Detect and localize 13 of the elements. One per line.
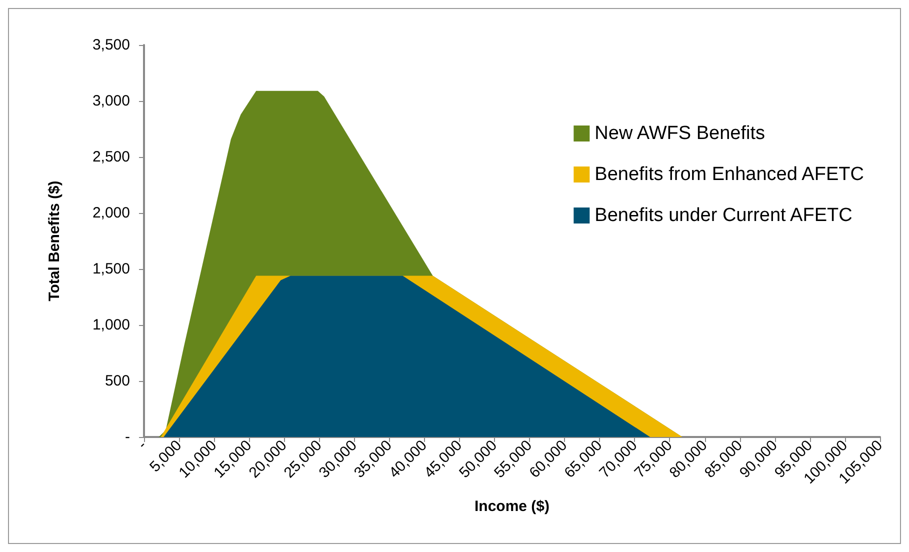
legend-label: Benefits from Enhanced AFETC [594,164,864,185]
y-tick-label: 1,000 [92,316,130,334]
y-tick-label: 3,000 [92,92,130,110]
y-axis-title: Total Benefits ($) [46,180,63,302]
legend-label: Benefits under Current AFETC [594,205,852,226]
x-axis-title: Income ($) [474,498,550,515]
legend-label: New AWFS Benefits [594,123,766,144]
y-tick-label: 3,500 [92,36,130,54]
y-tick-label: 2,000 [92,204,130,222]
y-tick-label: 500 [104,372,130,390]
y-tick-label: 2,500 [92,148,130,166]
x-tick-label: - [134,436,150,453]
y-tick-label: 1,500 [92,260,130,278]
